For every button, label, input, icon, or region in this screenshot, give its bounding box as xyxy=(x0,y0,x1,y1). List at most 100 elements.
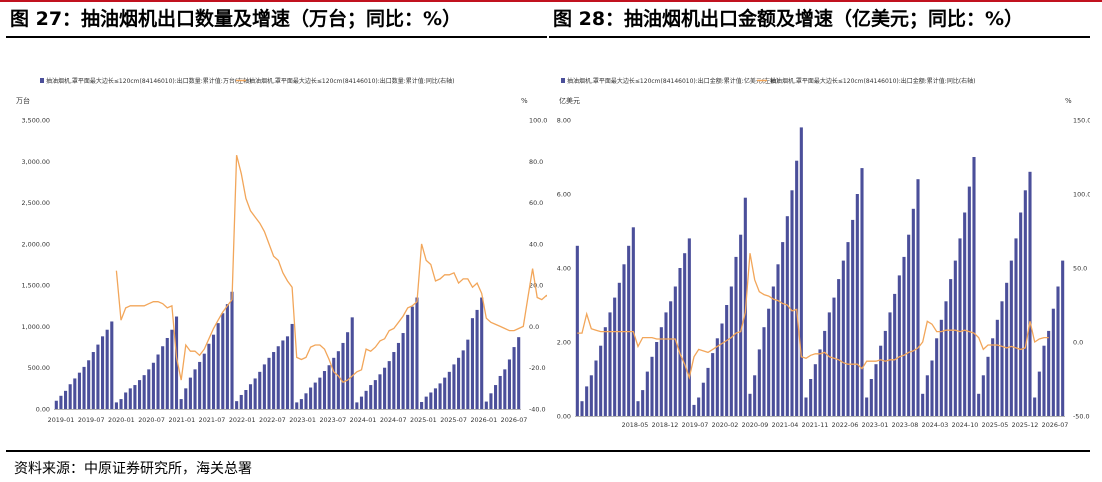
chart-bar xyxy=(986,356,990,416)
chart-bar xyxy=(156,354,160,409)
y-left-tick-label: 2.00 xyxy=(557,339,571,347)
chart-bar xyxy=(925,375,929,416)
chart-bar xyxy=(874,364,878,416)
chart-bar xyxy=(276,346,280,409)
chart-bar xyxy=(355,402,359,409)
x-tick-label: 2020-01 xyxy=(108,416,135,424)
legend-bar-swatch xyxy=(561,78,565,83)
chart-bar xyxy=(622,264,626,416)
x-tick-label: 2021-07 xyxy=(199,416,226,424)
chart-bar xyxy=(489,393,493,409)
y-left-unit-label: 万台 xyxy=(16,96,30,105)
chart-bar xyxy=(415,297,419,409)
y-right-tick-label: 20.0 xyxy=(529,282,543,290)
legend-line-label: 抽油烟机,罩平面最大边长≤120cm(84146010):出口金额:累计值:同比… xyxy=(770,77,976,85)
chart-bar xyxy=(137,380,142,409)
chart-bar xyxy=(1047,330,1051,416)
chart-bar xyxy=(188,377,192,409)
x-tick-label: 2026-07 xyxy=(501,416,528,424)
chart-bar xyxy=(461,350,465,409)
y-left-tick-label: 3,000.00 xyxy=(22,158,50,166)
legend-bar-label: 抽油烟机,罩平面最大边长≤120cm(84146010):出口金额:累计值:亿美… xyxy=(567,77,779,85)
chart-bar xyxy=(517,337,521,409)
chart-bar xyxy=(1051,308,1055,416)
chart-bar xyxy=(799,127,803,417)
chart-bar xyxy=(734,256,738,416)
y-left-tick-label: 2,000.00 xyxy=(22,240,50,248)
chart-bar xyxy=(655,342,659,416)
chart-bar xyxy=(776,264,780,416)
chart-bar xyxy=(503,369,507,409)
chart-bar xyxy=(879,345,883,416)
chart-bar xyxy=(68,384,72,409)
legend-bar-label: 抽油烟机,罩平面最大边长≤120cm(84146010):出口数量:累计值:万台… xyxy=(46,77,252,85)
chart-bar xyxy=(827,312,831,416)
chart-bar xyxy=(575,245,579,416)
chart-bar xyxy=(692,404,696,416)
y-right-unit-label: % xyxy=(1065,97,1072,105)
chart-bar xyxy=(147,369,151,409)
y-right-tick-label: -40.0 xyxy=(529,406,546,414)
chart-bar xyxy=(851,219,855,416)
chart-bar xyxy=(480,297,484,409)
chart-bar xyxy=(332,357,336,409)
chart-bar xyxy=(383,367,387,409)
chart-bar xyxy=(290,323,294,409)
chart-bar xyxy=(179,399,183,409)
x-tick-label: 2020-07 xyxy=(138,416,165,424)
chart-bar xyxy=(452,364,456,409)
x-tick-label: 2021-01 xyxy=(168,416,195,424)
title-divider-left xyxy=(6,36,547,38)
chart-bar xyxy=(771,286,775,416)
y-right-tick-label: 100.0 xyxy=(1073,191,1090,199)
chart-bar xyxy=(1023,190,1027,416)
x-tick-label: 2026-01 xyxy=(470,416,497,424)
chart-bar xyxy=(350,317,354,409)
chart-bar xyxy=(133,385,137,409)
chart-bar xyxy=(725,305,729,416)
chart-bar xyxy=(304,393,308,409)
chart-bar xyxy=(832,297,836,416)
chart-bar xyxy=(170,329,174,409)
chart-bar xyxy=(225,304,229,409)
chart-bar xyxy=(613,297,617,416)
chart-bar xyxy=(438,383,442,409)
chart-bar xyxy=(585,386,589,416)
chart-bar xyxy=(645,371,649,416)
x-tick-label: 2021-04 xyxy=(772,421,799,429)
chart-bar xyxy=(860,168,864,416)
chart-bar xyxy=(406,314,410,409)
chart-bar xyxy=(244,390,248,409)
y-left-tick-label: 4.00 xyxy=(557,265,571,273)
y-left-tick-label: 0.00 xyxy=(557,413,571,421)
chart-bar xyxy=(687,238,691,416)
chart-bar xyxy=(100,336,105,409)
x-tick-label: 2018-12 xyxy=(652,421,679,429)
y-right-tick-label: 0.0 xyxy=(529,323,539,331)
chart-bar xyxy=(258,371,262,409)
chart-bar xyxy=(336,351,340,409)
chart-bar xyxy=(410,306,414,409)
chart-bar xyxy=(1037,371,1041,416)
chart-bar xyxy=(729,286,733,416)
y-right-tick-label: 100.0 xyxy=(529,117,547,125)
x-tick-label: 2019-07 xyxy=(78,416,105,424)
y-right-unit-label: % xyxy=(521,97,528,105)
y-left-tick-label: 6.00 xyxy=(557,191,571,199)
chart-bar xyxy=(466,339,470,409)
chart-bar xyxy=(911,208,915,416)
y-left-tick-label: 1,000.00 xyxy=(22,323,50,331)
x-tick-label: 2024-03 xyxy=(922,421,949,429)
chart-bar xyxy=(991,338,995,416)
chart-bar xyxy=(841,260,845,416)
chart-bar xyxy=(378,374,382,409)
chart-bar xyxy=(507,359,511,409)
series-line xyxy=(577,253,1049,380)
chart-bar xyxy=(1009,260,1013,416)
chart-bar xyxy=(608,312,612,416)
x-tick-label: 2022-07 xyxy=(259,416,286,424)
chart-bar xyxy=(105,329,109,409)
chart-bar xyxy=(650,356,654,416)
x-tick-label: 2024-07 xyxy=(380,416,407,424)
chart-bar xyxy=(930,360,934,416)
